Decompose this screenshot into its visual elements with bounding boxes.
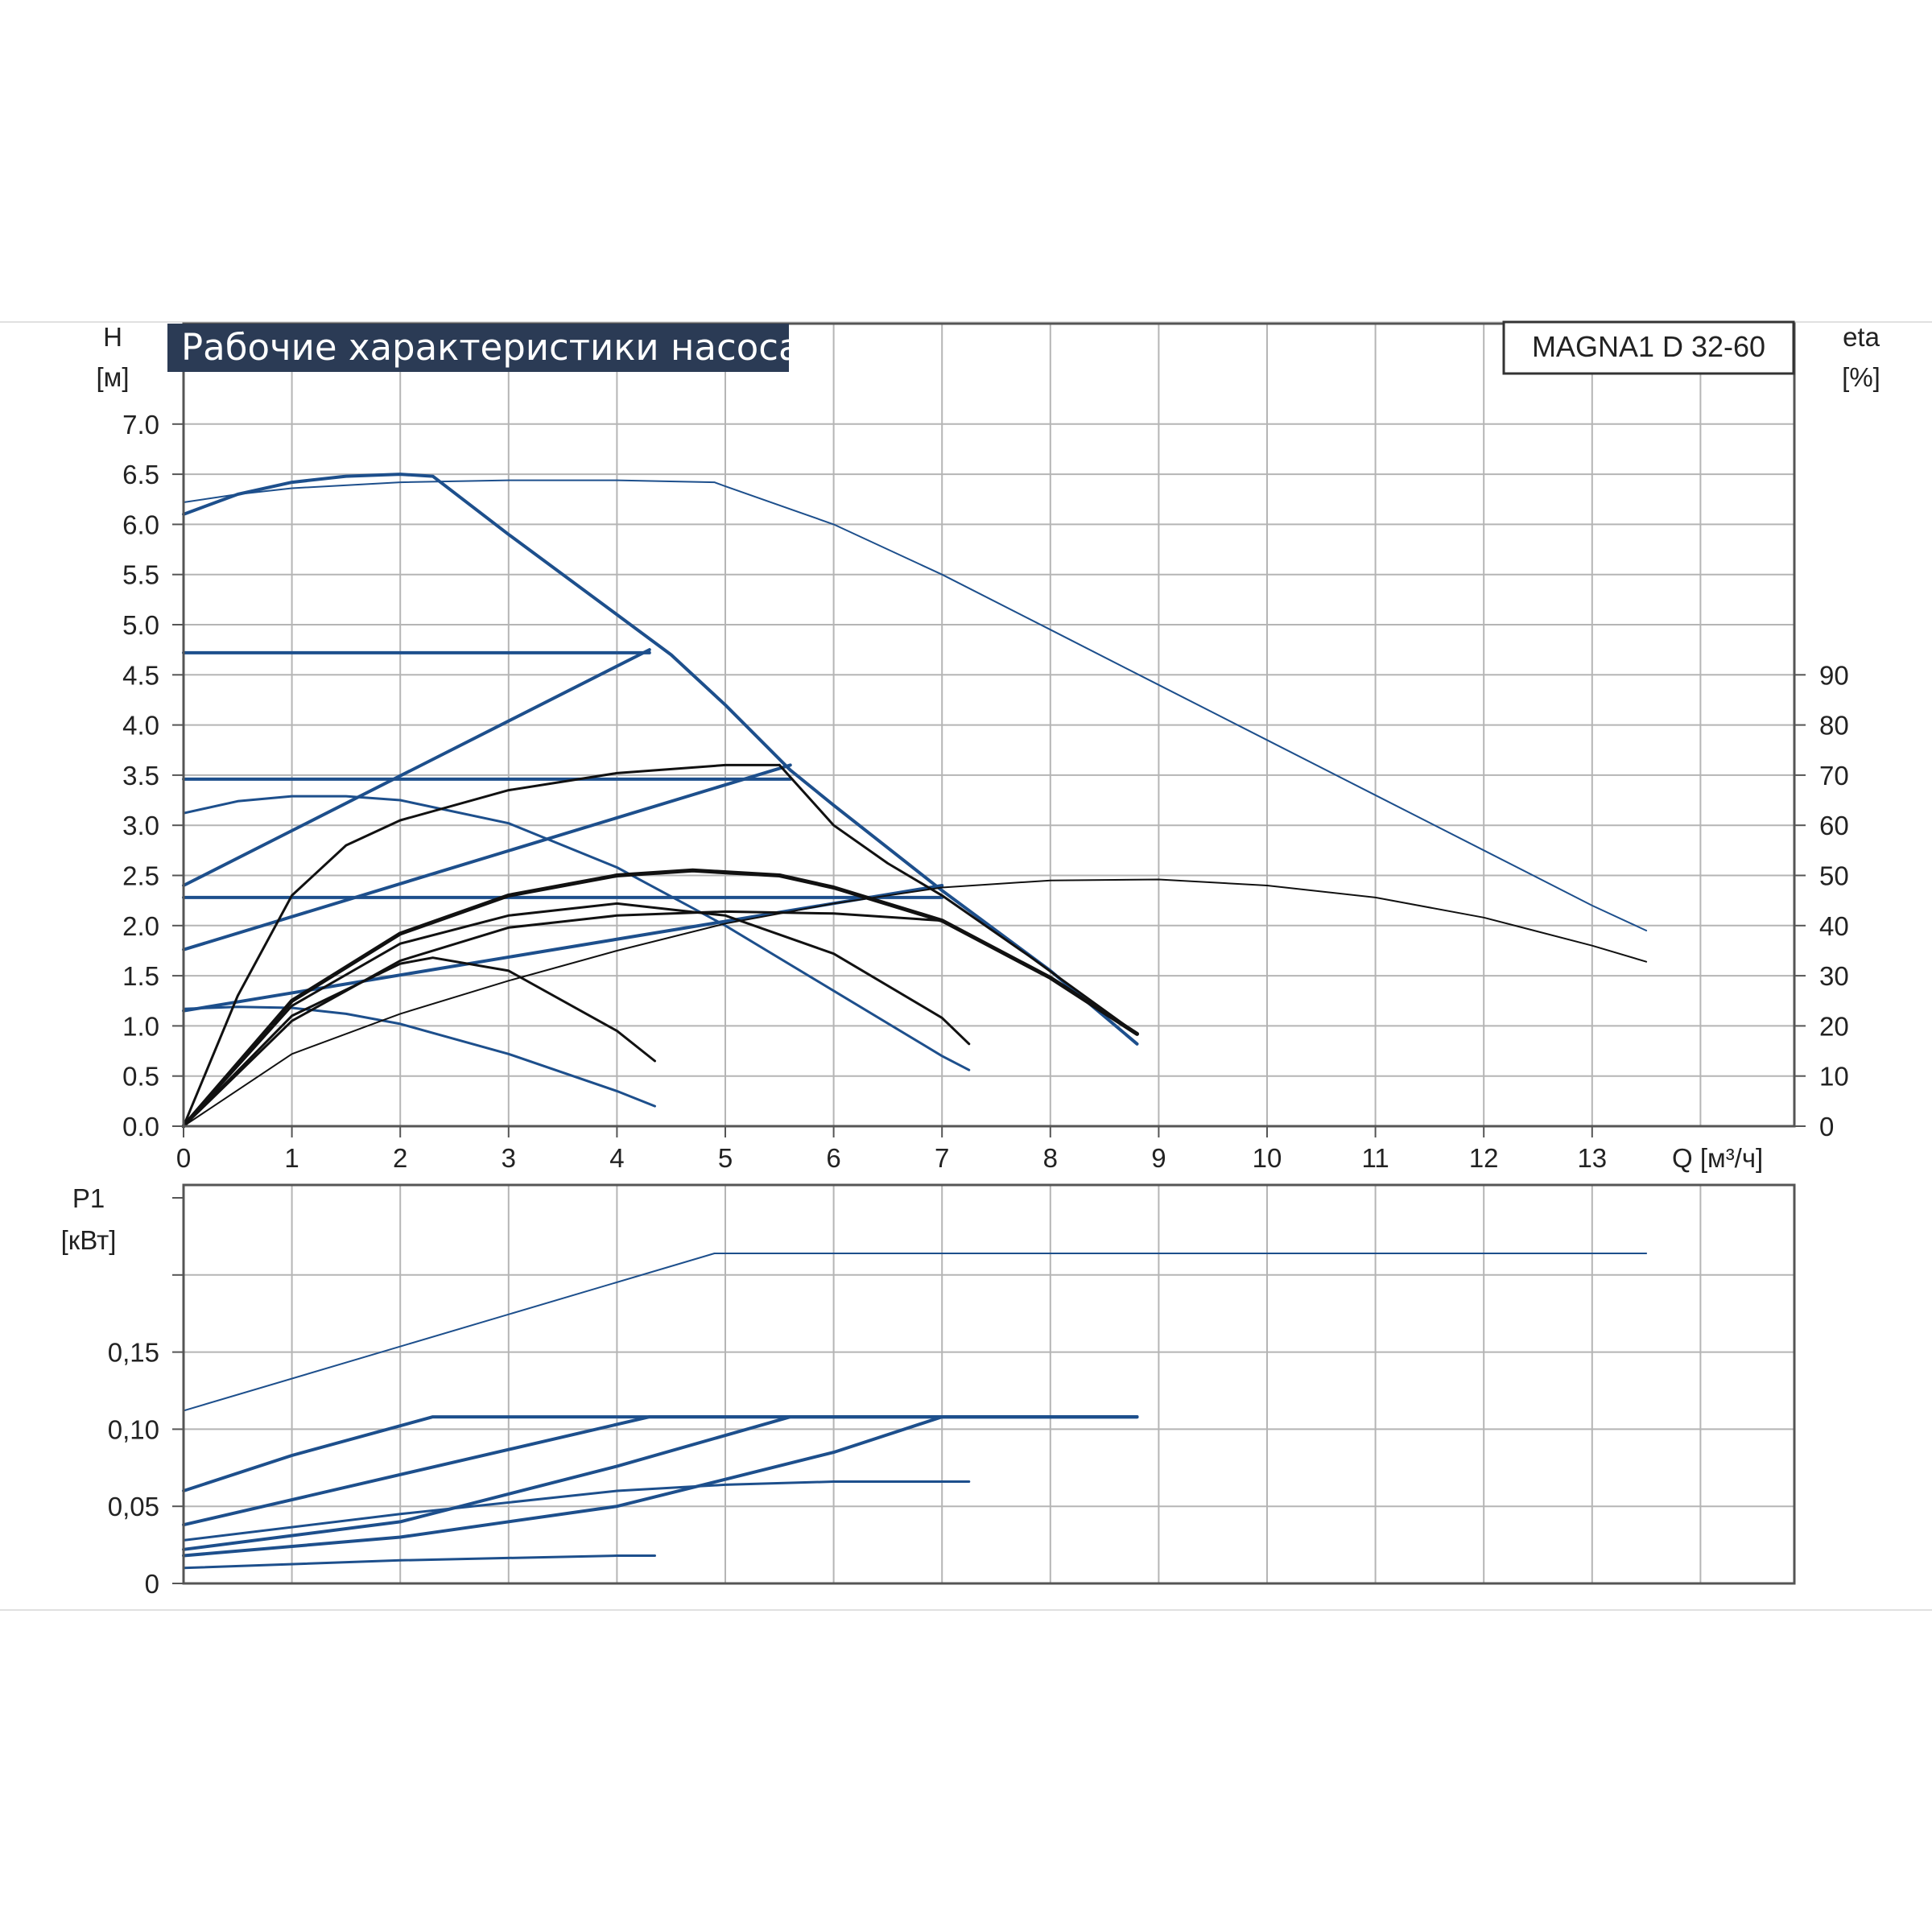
power-tick-label: 0,15 [108, 1338, 159, 1368]
x-tick-label: 13 [1577, 1143, 1607, 1173]
y-tick-label: 2.0 [122, 911, 159, 941]
power-power-curve [182, 1415, 1139, 1527]
power-power-curve [182, 1415, 1139, 1551]
y-axis-unit: [м] [96, 362, 129, 392]
power-tick-label: 0,10 [108, 1414, 159, 1444]
head-grid [184, 324, 1794, 1126]
y2-tick-label: 20 [1819, 1011, 1849, 1041]
y2-tick-label: 30 [1819, 961, 1849, 991]
x-tick-label: 4 [609, 1143, 624, 1173]
x-tick-label: 12 [1469, 1143, 1499, 1173]
y-tick-label: 6.5 [122, 460, 159, 489]
y2-tick-label: 90 [1819, 660, 1849, 690]
head-head-curve [182, 795, 971, 1071]
head-efficiency-curve [181, 868, 1139, 1129]
x-axis-label: Q [м³/ч] [1672, 1143, 1763, 1173]
y2-axis-unit: [%] [1842, 362, 1880, 392]
y-tick-label: 6.0 [122, 510, 159, 539]
head-head-curve [182, 1005, 656, 1108]
y2-tick-label: 10 [1819, 1062, 1849, 1092]
power-tick-label: 0,05 [108, 1492, 159, 1521]
x-tick-label: 1 [284, 1143, 299, 1173]
power-power-curve [182, 1415, 1139, 1558]
x-tick-label: 5 [718, 1143, 733, 1173]
power-power-curve [182, 1480, 971, 1542]
y-tick-label: 3.5 [122, 761, 159, 791]
x-tick-label: 8 [1043, 1143, 1058, 1173]
x-tick-label: 9 [1151, 1143, 1166, 1173]
power-power-curve [183, 1253, 1648, 1412]
head-efficiency-curve [182, 956, 656, 1128]
power-series [182, 1253, 1648, 1570]
x-tick-label: 6 [826, 1143, 840, 1173]
title-background [167, 324, 789, 372]
head-panel: 0.0 0.5 1.0 1.5 2.0 2.5 3.0 3.5 4.0 4.5 5.0 5.5 6.0 6… [96, 320, 1880, 1173]
power-ticks: 0 0,05 0,10 0,15 [108, 1197, 184, 1599]
y-tick-label: 1.5 [122, 961, 159, 991]
y2-tick-label: 60 [1819, 811, 1849, 840]
x-tick-label: 7 [935, 1143, 949, 1173]
y2-tick-label: 50 [1819, 861, 1849, 891]
y-tick-label: 5.0 [122, 610, 159, 640]
head-efficiency-curve [182, 763, 781, 1128]
power-axis-label: P1 [72, 1183, 105, 1213]
y-tick-label: 2.5 [122, 861, 159, 891]
y-tick-label: 0.5 [122, 1062, 159, 1092]
y-tick-label: 7.0 [122, 410, 159, 440]
power-axis-unit: [кВт] [61, 1225, 117, 1255]
chart-title: Рабочие характеристики насоса [181, 326, 801, 369]
power-tick-label: 0 [145, 1569, 159, 1599]
head-head-curve [183, 479, 1648, 931]
head-series [181, 473, 1648, 1129]
head-efficiency-curve [182, 910, 943, 1128]
head-efficiency-curve [778, 763, 1138, 1035]
y2-tick-label: 80 [1819, 711, 1849, 741]
y-tick-label: 3.0 [122, 811, 159, 840]
x-tick-label: 11 [1361, 1143, 1389, 1173]
power-power-curve [182, 1554, 656, 1570]
y-tick-label: 4.0 [122, 711, 159, 741]
y2-tick-label: 70 [1819, 761, 1849, 791]
y2-tick-label: 0 [1819, 1112, 1834, 1141]
x-tick-label: 3 [502, 1143, 516, 1173]
x-tick-label: 2 [393, 1143, 407, 1173]
power-panel: 0 0,05 0,10 0,15 P1 [кВт] [61, 1183, 1796, 1599]
power-frame [182, 1183, 1796, 1585]
head-efficiency-curve [182, 902, 971, 1128]
y-tick-label: 5.5 [122, 560, 159, 590]
y-tick-label: 4.5 [122, 660, 159, 690]
model-label: MAGNA1 D 32-60 [1532, 330, 1765, 363]
y2-tick-label: 40 [1819, 911, 1849, 941]
model-box [1502, 320, 1795, 375]
y-tick-label: 0.0 [122, 1112, 159, 1141]
x-tick-label: 10 [1253, 1143, 1282, 1173]
head-efficiency-curve [183, 878, 1648, 1127]
y-tick-label: 1.0 [122, 1011, 159, 1041]
y-axis-label: H [103, 322, 122, 352]
head-head-curve [182, 648, 651, 887]
y2-axis-label: eta [1843, 322, 1880, 352]
head-head-curve [182, 763, 792, 952]
head-ticks: 0.0 0.5 1.0 1.5 2.0 2.5 3.0 3.5 4.0 4.5 5.0 5.5 6.0 6… [122, 410, 1849, 1173]
x-tick-label: 0 [176, 1143, 191, 1173]
head-head-curve [182, 473, 1139, 1046]
power-grid [184, 1185, 1794, 1583]
